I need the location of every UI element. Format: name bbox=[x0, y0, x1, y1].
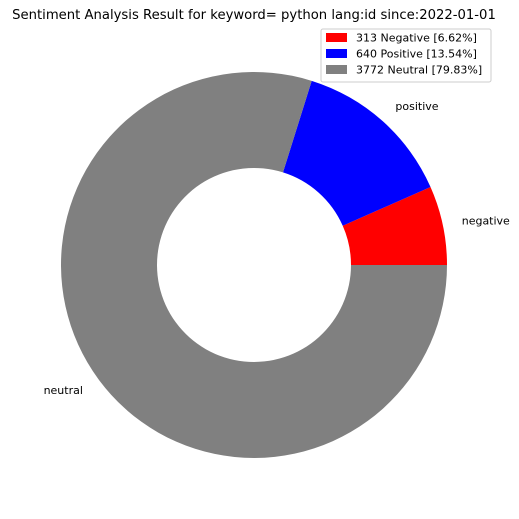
legend-frame bbox=[320, 28, 492, 83]
slice-positive bbox=[282, 80, 431, 226]
legend-swatch-neutral bbox=[326, 65, 347, 74]
legend-swatch-negative bbox=[326, 33, 347, 42]
slice-label-neutral: neutral bbox=[44, 384, 83, 397]
chart-title: Sentiment Analysis Result for keyword= p… bbox=[12, 8, 496, 23]
legend: 313 Negative [6.62%] 640 Positive [13.54%… bbox=[320, 28, 492, 83]
legend-swatch-positive bbox=[326, 49, 347, 58]
legend-label-positive: 640 Positive [13.54%] bbox=[356, 48, 477, 61]
slice-labels-group: negative positive neutral bbox=[44, 100, 510, 397]
slice-label-negative: negative bbox=[462, 215, 510, 228]
legend-label-negative: 313 Negative [6.62%] bbox=[356, 32, 477, 45]
slice-negative bbox=[342, 186, 447, 265]
slice-label-positive: positive bbox=[395, 100, 438, 113]
slices-group bbox=[60, 72, 448, 458]
legend-label-neutral: 3772 Neutral [79.83%] bbox=[356, 64, 482, 77]
slice-neutral bbox=[60, 72, 448, 458]
